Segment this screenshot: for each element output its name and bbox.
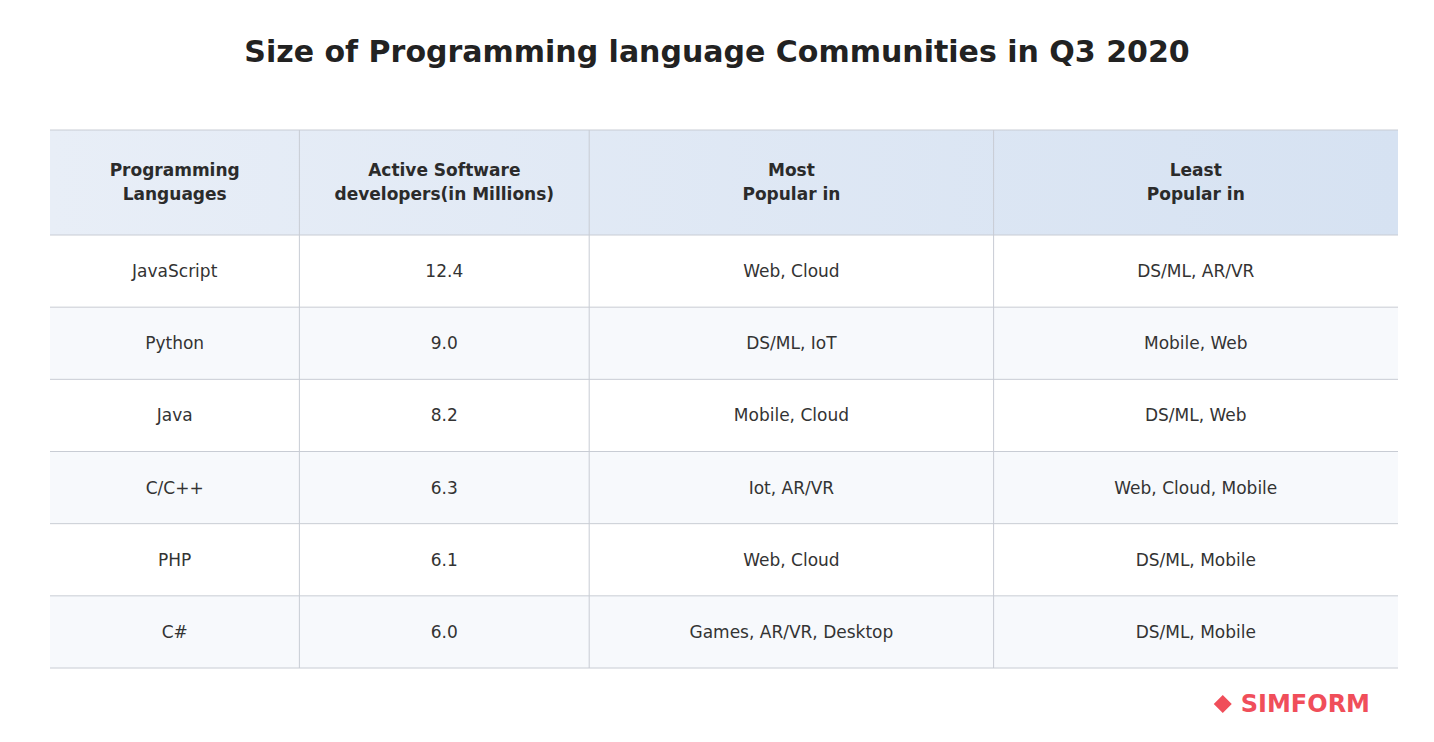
cell-text: 6.0 xyxy=(431,622,458,642)
chart-container: Size of Programming language Communities… xyxy=(0,0,1434,742)
cell xyxy=(50,524,299,596)
cell xyxy=(50,379,299,451)
cell-text: DS/ML, IoT xyxy=(746,333,837,353)
column-header-line: Popular in xyxy=(1147,184,1245,204)
cell xyxy=(299,307,589,379)
cell-text: Iot, AR/VR xyxy=(749,478,835,498)
cell xyxy=(299,235,589,307)
column-header-line: Languages xyxy=(123,184,227,204)
title: Size of Programming language Communities… xyxy=(244,34,1189,69)
logo-text: SIMFORM xyxy=(1241,690,1370,718)
cell xyxy=(50,307,299,379)
logo-icon xyxy=(1214,695,1232,713)
column-divider xyxy=(299,130,300,668)
cell xyxy=(589,379,993,451)
cell xyxy=(50,596,299,668)
cell-text: JavaScript xyxy=(131,261,218,281)
row-divider xyxy=(50,235,1398,236)
column-header-line: Programming xyxy=(110,160,240,180)
cell-text: DS/ML, Mobile xyxy=(1136,622,1256,642)
cell-text: DS/ML, AR/VR xyxy=(1137,261,1254,281)
cell-text: 12.4 xyxy=(425,261,463,281)
cell-text: 8.2 xyxy=(431,405,458,425)
cell-text: Mobile, Cloud xyxy=(734,405,849,425)
column-header-line: Most xyxy=(768,160,815,180)
cell-text: Games, AR/VR, Desktop xyxy=(689,622,893,642)
row-background xyxy=(50,452,1398,524)
chart: Size of Programming language Communities… xyxy=(0,0,1434,742)
cell xyxy=(299,524,589,596)
row-background xyxy=(50,524,1398,596)
cell xyxy=(994,307,1398,379)
row-divider xyxy=(50,523,1398,524)
cell xyxy=(589,452,993,524)
column-header: Programming Languages xyxy=(110,160,240,204)
cell-text: 6.1 xyxy=(431,550,458,570)
cell xyxy=(994,452,1398,524)
row-divider xyxy=(50,379,1398,380)
cell xyxy=(994,596,1398,668)
cell-text: Web, Cloud xyxy=(743,550,839,570)
column-divider xyxy=(993,130,994,668)
cell-text: Web, Cloud, Mobile xyxy=(1114,478,1277,498)
column-header: Least Popular in xyxy=(1147,160,1245,204)
row-divider xyxy=(50,451,1398,452)
cell-text: Web, Cloud xyxy=(743,261,839,281)
cell-text: Mobile, Web xyxy=(1144,333,1248,353)
row-background xyxy=(50,379,1398,451)
cell-text: DS/ML, Web xyxy=(1145,405,1247,425)
cell xyxy=(50,452,299,524)
cell-text: 6.3 xyxy=(431,478,458,498)
column-header-line: Least xyxy=(1170,160,1222,180)
cell xyxy=(50,235,299,307)
cell xyxy=(589,524,993,596)
cell xyxy=(994,379,1398,451)
cell xyxy=(589,307,993,379)
cell xyxy=(994,235,1398,307)
row-divider xyxy=(50,668,1398,669)
column-header: Most Popular in xyxy=(742,160,840,204)
row-divider xyxy=(50,130,1398,131)
row-divider xyxy=(50,307,1398,308)
cell-text: Python xyxy=(145,333,204,353)
cell xyxy=(299,452,589,524)
row-background xyxy=(50,235,1398,307)
header-background xyxy=(50,130,1398,235)
row-background xyxy=(50,307,1398,379)
cell-text: 9.0 xyxy=(431,333,458,353)
row-background xyxy=(50,596,1398,668)
column-header: Active Software developers(in Millions) xyxy=(335,160,555,204)
table: Programming Languages Active Software devel… xyxy=(50,130,1398,668)
column-header-line: Popular in xyxy=(742,184,840,204)
column-header-line: developers(in Millions) xyxy=(335,184,555,204)
cell-text: C/C++ xyxy=(146,478,204,498)
cell-text: DS/ML, Mobile xyxy=(1136,550,1256,570)
column-divider xyxy=(589,130,590,668)
cell xyxy=(299,596,589,668)
cell-text: C# xyxy=(162,622,188,642)
cell xyxy=(589,235,993,307)
row-divider xyxy=(50,595,1398,596)
cell xyxy=(299,379,589,451)
cell xyxy=(994,524,1398,596)
cell-text: Java xyxy=(156,405,193,425)
column-header-line: Active Software xyxy=(368,160,520,180)
cell-text: PHP xyxy=(158,550,191,570)
cell xyxy=(589,596,993,668)
